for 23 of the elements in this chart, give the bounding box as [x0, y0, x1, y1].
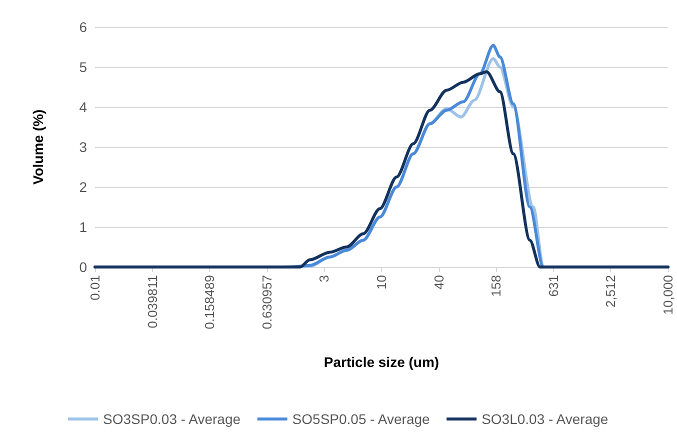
y-axis-title: Volume (%): [30, 109, 46, 185]
legend-label: SO3L0.03 - Average: [482, 411, 608, 427]
x-tick-label: 0.158489: [202, 275, 218, 330]
y-tick-label: 4: [79, 99, 88, 115]
x-tick-label: 0.630957: [259, 275, 274, 330]
y-tick-label: 6: [79, 19, 88, 35]
x-tick-label: 158: [488, 275, 504, 297]
y-tick-label: 3: [79, 139, 88, 155]
y-tick-label: 5: [79, 59, 88, 75]
x-tick-label: 40: [431, 275, 446, 290]
x-tick-label: 10,000: [660, 275, 676, 315]
y-tick-label: 0: [79, 259, 88, 275]
x-tick-label: 0.01: [88, 275, 102, 300]
x-tick-label: 631: [546, 275, 561, 297]
x-tick-label: 0.039811: [144, 275, 160, 328]
legend-label: SO5SP0.05 - Average: [292, 411, 430, 427]
y-tick-label: 1: [79, 219, 88, 235]
y-tick-label: 2: [79, 179, 88, 195]
x-axis-title: Particle size (um): [324, 354, 440, 370]
x-tick-label: 3: [316, 275, 332, 282]
x-tick-label: 10: [374, 275, 389, 290]
legend-label: SO3SP0.03 - Average: [103, 411, 241, 427]
x-tick-label: 2,512: [603, 275, 618, 308]
